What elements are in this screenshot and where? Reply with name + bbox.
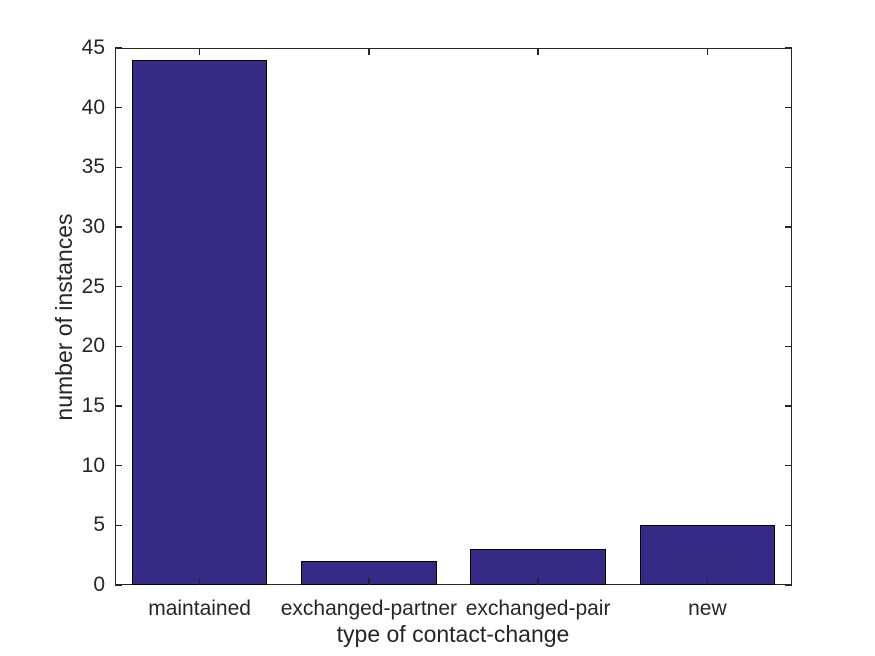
y-tick-left <box>115 166 122 169</box>
y-tick-right <box>785 524 792 527</box>
x-axis-label: type of contact-change <box>336 621 570 647</box>
y-tick-right <box>785 226 792 228</box>
y-tick-right <box>785 166 792 169</box>
y-tick-left <box>115 405 122 407</box>
y-tick-left <box>115 524 122 527</box>
x-tick-top <box>537 48 539 55</box>
y-tick-right <box>785 47 792 49</box>
x-tick-top <box>706 48 709 55</box>
y-tick-label: 40 <box>81 95 105 119</box>
x-tick-label-maintained: maintained <box>148 597 251 620</box>
y-tick-label: 20 <box>81 334 105 358</box>
y-tick-label: 10 <box>81 453 105 477</box>
bar-maintained <box>131 59 268 585</box>
x-tick-bottom <box>198 578 201 585</box>
x-tick-label-exchanged-pair: exchanged-pair <box>465 597 611 620</box>
y-tick-label: 15 <box>81 394 105 417</box>
y-tick-right <box>785 345 792 348</box>
y-tick-label: 30 <box>81 215 105 238</box>
y-tick-right <box>785 584 792 586</box>
x-tick-top <box>368 48 370 55</box>
x-tick-bottom <box>706 578 709 585</box>
y-tick-left <box>115 106 122 109</box>
x-tick-bottom <box>368 578 370 585</box>
y-tick-left <box>115 226 122 228</box>
y-tick-label: 5 <box>93 513 105 537</box>
y-tick-right <box>785 464 792 467</box>
y-tick-label: 45 <box>81 36 105 59</box>
y-tick-left <box>115 47 122 49</box>
x-tick-top <box>198 48 201 55</box>
y-tick-right <box>785 285 792 288</box>
x-tick-bottom <box>537 578 539 585</box>
y-tick-label: 25 <box>81 274 105 298</box>
y-tick-left <box>115 285 122 288</box>
y-tick-left <box>115 584 122 586</box>
y-tick-right <box>785 405 792 407</box>
y-axis-label: number of instances <box>51 213 77 421</box>
x-tick-label-exchanged-partner: exchanged-partner <box>280 597 458 620</box>
y-tick-label: 0 <box>93 573 105 596</box>
y-tick-left <box>115 464 122 467</box>
x-tick-label-new: new <box>688 597 727 620</box>
y-tick-left <box>115 345 122 348</box>
bar-new <box>639 525 776 585</box>
y-tick-label: 35 <box>81 155 105 179</box>
y-tick-right <box>785 106 792 109</box>
